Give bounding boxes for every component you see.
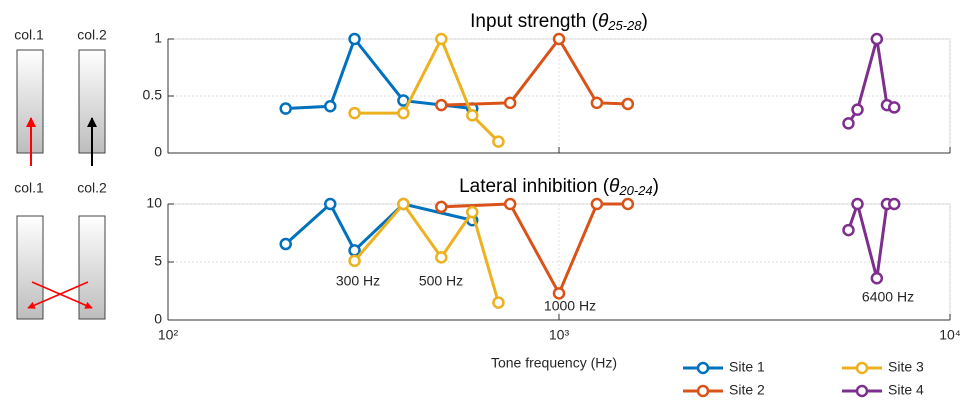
y-tick-label: 1 xyxy=(154,30,162,46)
point xyxy=(887,101,901,114)
col-label: col.2 xyxy=(77,27,107,43)
point xyxy=(348,254,361,268)
y-tick-label: 0.5 xyxy=(143,87,163,103)
point xyxy=(324,100,337,113)
point xyxy=(870,271,884,285)
point xyxy=(397,106,410,120)
legend-label: Site 1 xyxy=(729,359,765,375)
arrow xyxy=(27,281,89,309)
point xyxy=(851,197,864,211)
legend-marker xyxy=(696,384,710,398)
point xyxy=(590,96,604,110)
x-axis-label: Tone frequency (Hz) xyxy=(491,355,617,371)
annotation: 500 Hz xyxy=(419,273,463,289)
series-line xyxy=(354,35,500,143)
legend-label: Site 3 xyxy=(888,359,924,375)
y-tick-label: 5 xyxy=(154,253,162,269)
point xyxy=(348,244,361,257)
legend-marker xyxy=(855,361,869,375)
point xyxy=(621,97,635,111)
title-part: Input strength ( xyxy=(470,11,598,32)
point xyxy=(590,197,604,211)
arrow xyxy=(31,281,93,309)
chart-title: Lateral inhibition (θ20-24) xyxy=(459,176,659,198)
annotation: 6400 Hz xyxy=(862,289,914,305)
point xyxy=(324,197,337,211)
diagram: col.1 col.2 col.1 col.2 xyxy=(14,27,107,320)
column xyxy=(16,215,44,320)
title-part: 25-28 xyxy=(607,18,642,33)
point xyxy=(851,103,864,116)
point xyxy=(466,205,479,219)
y-tick-label: 0 xyxy=(154,144,162,160)
point xyxy=(348,32,361,46)
x-tick-label: 10² xyxy=(158,327,179,343)
legend-marker xyxy=(855,384,869,398)
point xyxy=(397,197,410,211)
point xyxy=(435,98,448,112)
annotation: 300 Hz xyxy=(336,273,380,289)
point xyxy=(435,200,448,214)
point xyxy=(279,102,292,115)
col-label: col.1 xyxy=(14,27,44,43)
point xyxy=(435,32,448,46)
point xyxy=(621,197,635,211)
point xyxy=(870,32,884,46)
point xyxy=(492,296,505,309)
point xyxy=(435,251,448,264)
point xyxy=(492,135,505,148)
y-tick-label: 10 xyxy=(146,195,162,211)
title-part: θ xyxy=(609,176,620,197)
point xyxy=(842,223,855,237)
col-label: col.1 xyxy=(14,180,44,196)
x-tick-label: 10³ xyxy=(549,327,570,343)
title-part: ) xyxy=(642,11,648,32)
point xyxy=(348,106,361,120)
title-part: ) xyxy=(653,176,659,197)
col-label: col.2 xyxy=(77,180,107,196)
point xyxy=(279,237,292,251)
title-part: θ xyxy=(598,11,609,32)
title-part: 20-24 xyxy=(618,183,652,198)
point xyxy=(503,197,517,211)
series-line xyxy=(441,36,628,107)
y-tick-label: 0 xyxy=(154,311,162,327)
legend-marker xyxy=(696,361,710,375)
x-tick-label: 10⁴ xyxy=(939,327,961,343)
point xyxy=(503,96,517,110)
legend-label: Site 4 xyxy=(888,382,924,398)
point xyxy=(887,197,901,211)
column xyxy=(78,215,106,320)
point xyxy=(842,117,855,130)
point xyxy=(552,287,566,300)
point xyxy=(466,109,479,122)
series-line xyxy=(847,198,895,279)
legend-label: Site 2 xyxy=(729,382,765,398)
point xyxy=(552,32,566,46)
chart-title: Input strength (θ25-28) xyxy=(470,11,648,33)
annotation: 1000 Hz xyxy=(544,298,596,314)
title-part: Lateral inhibition ( xyxy=(459,176,610,197)
